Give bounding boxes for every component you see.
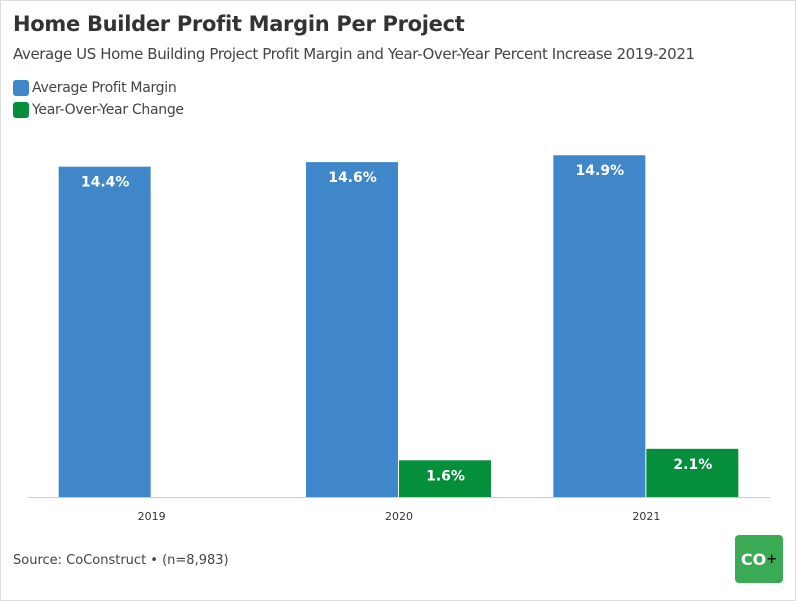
data-label: 14.4% — [81, 175, 130, 191]
legend: Average Profit Margin Year-Over-Year Cha… — [13, 77, 184, 121]
data-label: 14.6% — [328, 170, 377, 186]
x-tick-label: 2021 — [632, 510, 660, 523]
legend-swatch-green — [13, 102, 29, 118]
legend-item-yoy-change: Year-Over-Year Change — [13, 99, 184, 121]
x-tick-label: 2020 — [385, 510, 413, 523]
chart-title: Home Builder Profit Margin Per Project — [13, 12, 465, 36]
bar-yoy-change-2020 — [399, 460, 491, 497]
logo-text: CO — [740, 549, 767, 569]
bar-profit-margin-2021 — [553, 155, 646, 497]
logo-plus: + — [766, 551, 778, 567]
data-label: 2.1% — [673, 457, 712, 473]
bar-profit-margin-2020 — [306, 162, 398, 498]
chart-subtitle: Average US Home Building Project Profit … — [13, 45, 695, 63]
bar-profit-margin-2019 — [58, 166, 151, 497]
x-tick-label: 2019 — [138, 510, 166, 523]
legend-swatch-blue — [13, 80, 29, 96]
coconstruct-logo: CO + — [735, 535, 783, 583]
bar-yoy-change-2021 — [646, 448, 739, 497]
data-label: 14.9% — [576, 163, 625, 179]
data-label: 1.6% — [426, 468, 465, 484]
source-note: Source: CoConstruct • (n=8,983) — [13, 553, 229, 568]
legend-item-profit-margin: Average Profit Margin — [13, 77, 184, 99]
legend-label: Average Profit Margin — [32, 80, 177, 96]
legend-label: Year-Over-Year Change — [32, 102, 184, 118]
